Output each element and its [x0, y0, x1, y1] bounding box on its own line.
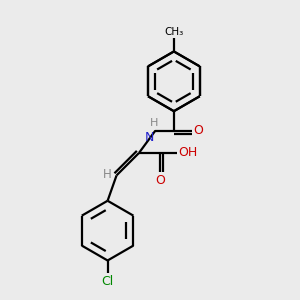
Text: H: H	[103, 168, 112, 181]
Text: Cl: Cl	[101, 275, 114, 288]
Text: OH: OH	[178, 146, 198, 160]
Text: CH₃: CH₃	[164, 26, 184, 37]
Text: O: O	[155, 174, 165, 187]
Text: O: O	[194, 124, 203, 137]
Text: N: N	[145, 131, 154, 145]
Text: H: H	[150, 118, 158, 128]
